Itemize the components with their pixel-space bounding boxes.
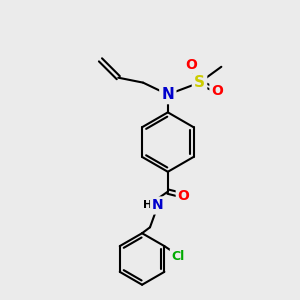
Text: O: O [212,84,223,98]
Text: Cl: Cl [172,250,185,262]
Text: H: H [143,200,153,211]
Text: O: O [178,189,190,202]
Text: N: N [161,87,174,102]
Text: N: N [152,199,164,212]
Text: O: O [186,58,197,72]
Text: S: S [194,75,205,90]
